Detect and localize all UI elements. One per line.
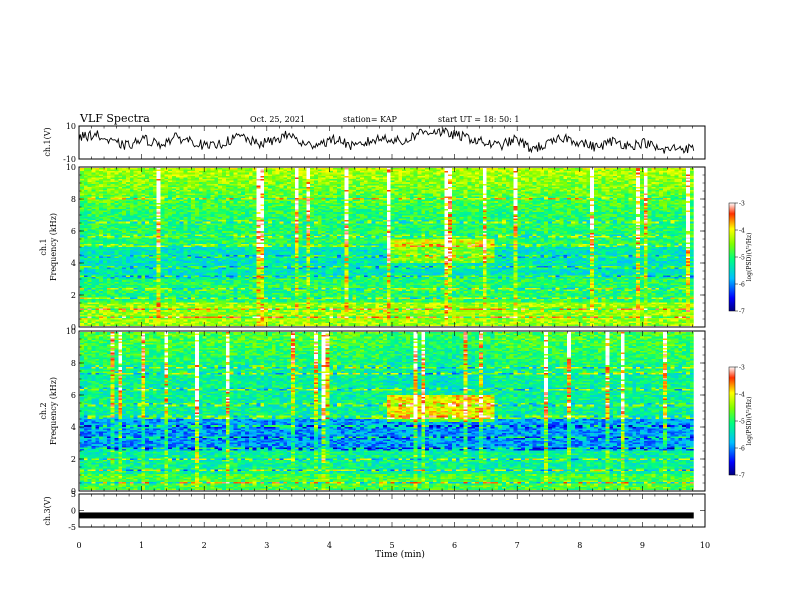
ch1-spectrogram-ytick-label: 10 [66,163,76,172]
ch2-spectrogram-ylabel-top: ch.2 [39,402,48,419]
ch1-waveform-ytick-label: -10 [63,155,76,164]
ch1-spectrogram-heatmap [80,168,694,326]
ch1-colorbar-label: log(PSD)(V²/Hz) [746,233,753,282]
ch2-spectrogram-ytick-label: 6 [71,391,76,400]
time-tick-label: 3 [264,541,269,550]
time-tick-label: 8 [577,541,582,550]
colorbar-tick-label: -6 [739,282,745,289]
time-tick-label: 10 [700,541,710,550]
ch3-waveform-line [79,512,694,519]
station-label: station= KAP [343,115,398,124]
ch2-frequency-axis-label: Frequency (kHz) [49,377,58,445]
ch2-spectrogram-heatmap [80,332,694,490]
time-axis-label: Time (min) [375,549,425,560]
ch3-voltage-axis-label: ch.3(V) [43,496,52,525]
colorbar-tick-label: -7 [739,473,745,480]
time-tick-label: 9 [640,541,645,550]
colorbar-tick-label: -7 [739,309,745,316]
figure-title: VLF Spectra [79,112,150,125]
ch2-spectrogram-ytick-label: 2 [71,455,76,464]
ch2-spectrogram-ytick-label: 4 [71,423,76,432]
colorbar-tick-label: -5 [739,419,745,426]
ch1-spectrogram-image [80,168,694,326]
ch3-waveform-ytick-label: 0 [71,507,76,516]
ch1-voltage-axis-label: ch.1(V) [43,127,52,156]
ch2-spectrogram-ytick-label: 8 [71,359,76,368]
ch1-spectrogram-ytick-label: 6 [71,227,76,236]
time-tick-label: 0 [76,541,81,550]
ch2-spectrogram-ytick-label: 10 [66,327,76,336]
ch1-waveform-line [78,126,695,154]
start-time-label: start UT = 18: 50: 1 [438,115,519,124]
ch1-waveform-ytick-label: 10 [66,122,76,131]
ch3-waveform-ytick-label: 5 [71,490,76,499]
ch1-spectrogram-ytick-label: 4 [71,259,76,268]
colorbar-tick-label: -6 [739,446,745,453]
time-tick-label: 6 [452,541,457,550]
ch1-frequency-axis-label: Frequency (kHz) [49,213,58,281]
time-tick-label: 2 [202,541,207,550]
time-tick-label: 4 [327,541,332,550]
time-tick-label: 5 [389,541,394,550]
colorbar-tick-label: -4 [739,228,745,235]
ch1-spectrogram-ytick-label: 8 [71,195,76,204]
date-label: Oct. 25, 2021 [250,115,305,124]
time-tick-label: 7 [515,541,520,550]
colorbar-tick-label: -3 [739,201,745,208]
ch3-waveform-ytick-label: -5 [68,523,76,532]
colorbar-tick-label: -3 [739,365,745,372]
time-tick-label: 1 [139,541,144,550]
ch1-spectrogram-ylabel-top: ch.1 [39,238,48,255]
ch2-spectrogram-ytick-label: 0 [71,487,76,496]
ch1-spectrogram-ytick-label: 0 [71,323,76,332]
colorbar-ticks: -3 -4 -5 -6 -7 -3 -4 -5 -6 -7 [735,201,745,480]
ch2-spectrogram-image [80,332,694,490]
colorbar-tick-label: -4 [739,392,745,399]
ch2-colorbar-label: log(PSD)(V²/Hz) [746,397,753,446]
ch1-spectrogram-ytick-label: 2 [71,291,76,300]
colorbar-tick-label: -5 [739,255,745,262]
